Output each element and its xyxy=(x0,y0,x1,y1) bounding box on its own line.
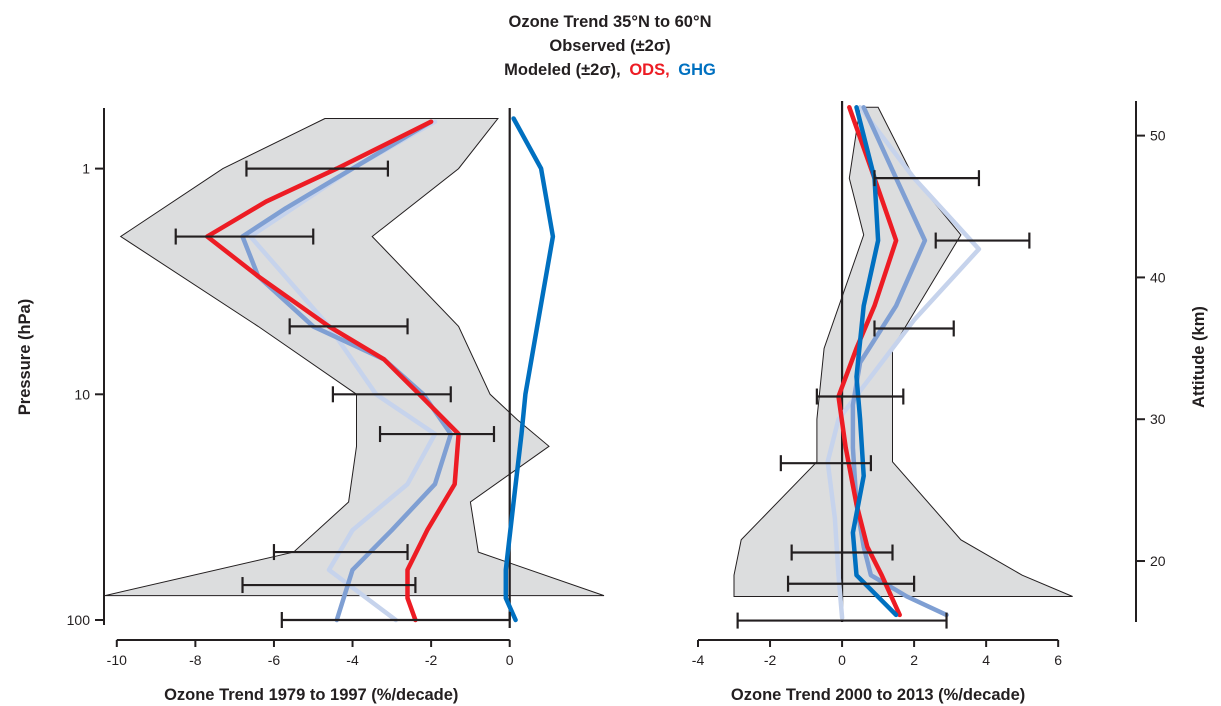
x-axis-title: Ozone Trend 2000 to 2013 (%/decade) xyxy=(731,686,1025,704)
series-line-all-light xyxy=(248,119,438,623)
observed-error-bar xyxy=(790,544,894,561)
x-tick-label: 0 xyxy=(506,652,514,668)
y-tick-label: 10 xyxy=(74,386,90,402)
observed-error-bar xyxy=(331,386,452,403)
series-line-ods xyxy=(204,119,461,623)
model-range-band xyxy=(733,106,1073,597)
x-tick-label: -8 xyxy=(189,652,202,668)
series-line-ghg xyxy=(850,105,899,618)
title-line-2: Observed (±2σ) xyxy=(549,37,670,55)
series-line-ghg xyxy=(503,116,556,623)
x-tick-label: -2 xyxy=(425,652,438,668)
title-line-1: Ozone Trend 35°N to 60°N xyxy=(509,13,712,31)
y-tick-label: 100 xyxy=(67,612,91,628)
title-line-3: Modeled (±2σ), ODS, GHG xyxy=(504,61,716,79)
observed-error-bar xyxy=(873,320,955,337)
observed-error-bar xyxy=(934,232,1031,249)
observed-error-bar xyxy=(736,612,948,629)
y-axis-title: Attitude (km) xyxy=(1190,306,1208,408)
observed-error-bar xyxy=(873,170,981,187)
y-axis-title: Pressure (hPa) xyxy=(16,299,34,415)
observed-error-bar xyxy=(245,160,389,177)
series-line-all-dark xyxy=(850,105,949,618)
observed-error-bar xyxy=(378,426,496,443)
x-tick-label: -4 xyxy=(692,652,705,668)
x-tick-label: -6 xyxy=(268,652,281,668)
observed-error-bar xyxy=(786,575,916,592)
x-tick-label: -10 xyxy=(107,652,127,668)
x-axis-title: Ozone Trend 1979 to 1997 (%/decade) xyxy=(164,686,458,704)
observed-error-bar xyxy=(241,577,417,594)
y-tick-label: 20 xyxy=(1150,553,1166,569)
observed-error-bar xyxy=(815,388,905,405)
y-tick-label: 50 xyxy=(1150,128,1166,144)
model-range-band xyxy=(104,118,605,597)
title-modeled-label: Modeled (±2σ), xyxy=(504,61,621,79)
figure-title: Ozone Trend 35°N to 60°N Observed (±2σ) … xyxy=(504,13,716,79)
x-tick-label: 4 xyxy=(982,652,990,668)
x-tick-label: 0 xyxy=(838,652,846,668)
title-ods-label: ODS, xyxy=(629,61,669,79)
right-panel: -4 -2 0 2 4 6 Ozone Trend 2000 to 2013 (%/deca… xyxy=(692,101,1208,704)
title-ghg-label: GHG xyxy=(678,61,716,79)
x-tick-label: 2 xyxy=(910,652,918,668)
observed-error-bar xyxy=(779,455,872,472)
y-tick-label: 1 xyxy=(82,161,90,177)
x-tick-label: 6 xyxy=(1054,652,1062,668)
observed-error-bar xyxy=(280,612,511,628)
x-tick-label: -4 xyxy=(346,652,359,668)
observed-error-bar xyxy=(272,544,409,561)
observed-error-bar xyxy=(288,318,409,335)
observed-error-bar xyxy=(174,228,315,245)
left-panel: -10 -8 -6 -4 -2 0 Ozone Trend 1979 to 1997 (%/… xyxy=(16,108,605,704)
y-tick-label: 30 xyxy=(1150,411,1166,427)
x-tick-label: -2 xyxy=(764,652,777,668)
y-tick-label: 40 xyxy=(1150,269,1166,285)
